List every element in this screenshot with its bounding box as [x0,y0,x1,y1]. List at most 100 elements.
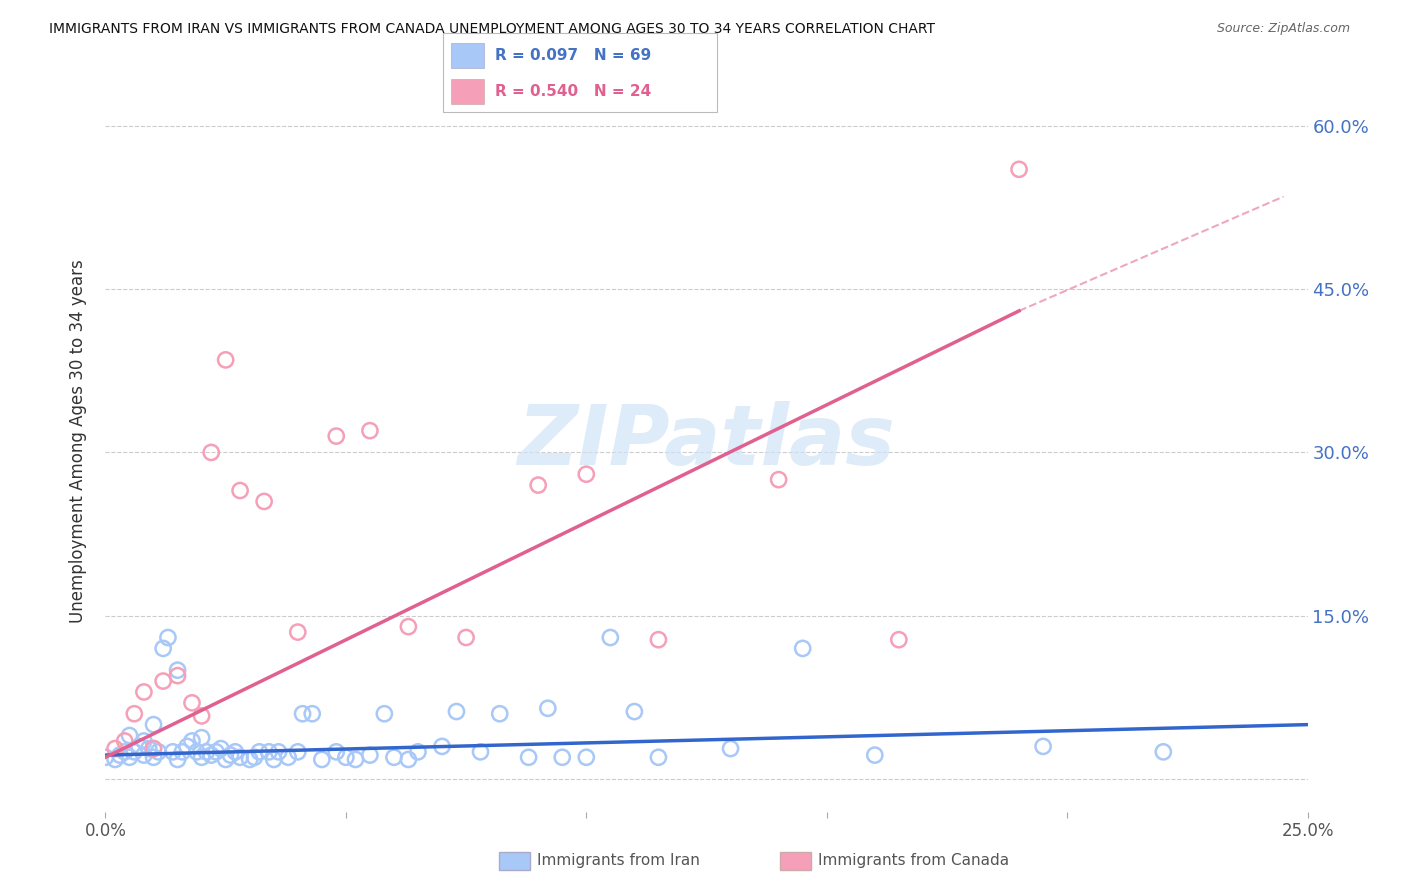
Point [142,750,165,764]
Point [190,750,212,764]
Point [277,750,299,764]
Point [156,631,179,645]
Point [104,752,127,766]
Point [172,745,194,759]
Point [267,745,290,759]
Text: Immigrants from Iran: Immigrants from Iran [537,854,700,868]
Point [243,750,266,764]
Point [229,483,252,498]
Y-axis label: Unemployment Among Ages 30 to 34 years: Unemployment Among Ages 30 to 34 years [69,260,87,624]
Point [132,734,155,748]
Point [118,729,141,743]
Text: R = 0.097   N = 69: R = 0.097 N = 69 [495,48,651,63]
Point [186,745,208,759]
Point [142,741,165,756]
Point [124,706,146,721]
Point [200,748,222,763]
Point [768,473,790,487]
Text: IMMIGRANTS FROM IRAN VS IMMIGRANTS FROM CANADA UNEMPLOYMENT AMONG AGES 30 TO 34 : IMMIGRANTS FROM IRAN VS IMMIGRANTS FROM … [49,22,935,37]
Point [1032,739,1054,754]
Point [142,717,165,731]
Point [325,745,347,759]
Point [239,752,262,766]
Point [887,632,910,647]
Point [176,739,198,754]
Point [229,750,252,764]
Point [359,424,381,438]
Point [406,745,429,759]
Point [166,668,188,682]
Point [253,494,276,508]
Point [114,745,136,759]
Point [200,445,222,459]
Point [190,709,212,723]
Point [148,745,170,759]
Point [647,632,669,647]
Text: R = 0.540   N = 24: R = 0.540 N = 24 [495,84,651,99]
Point [263,752,285,766]
Point [454,631,477,645]
Point [166,752,188,766]
Point [214,352,236,367]
Text: ZIPatlas: ZIPatlas [517,401,896,482]
Point [488,706,510,721]
Point [792,641,814,656]
Point [152,674,174,689]
Point [166,663,188,677]
Point [396,619,419,633]
Point [132,748,155,763]
Point [205,745,228,759]
Point [118,750,141,764]
Text: Immigrants from Canada: Immigrants from Canada [818,854,1010,868]
Point [132,685,155,699]
Point [142,741,165,756]
Point [551,750,574,764]
Point [162,745,184,759]
Point [195,745,218,759]
Point [291,706,314,721]
Bar [451,78,484,103]
Point [575,467,598,482]
Point [94,750,117,764]
Point [224,745,246,759]
Text: Source: ZipAtlas.com: Source: ZipAtlas.com [1216,22,1350,36]
Point [247,745,270,759]
Point [335,750,357,764]
Point [181,734,204,748]
Point [214,752,236,766]
Point [863,748,886,763]
Point [359,748,381,763]
Point [575,750,598,764]
Point [108,748,131,763]
Point [446,705,468,719]
Point [287,745,309,759]
Point [181,696,204,710]
Bar [451,43,484,69]
Point [1008,162,1031,177]
Point [257,745,280,759]
FancyBboxPatch shape [443,33,717,112]
Point [396,752,419,766]
Point [517,750,540,764]
Point [190,731,212,745]
Point [301,706,323,721]
Point [128,739,150,754]
Point [647,750,669,764]
Point [325,429,347,443]
Point [104,741,127,756]
Point [527,478,550,492]
Point [720,741,742,756]
Point [430,739,453,754]
Point [623,705,645,719]
Point [287,625,309,640]
Point [599,631,621,645]
Point [311,752,333,766]
Point [114,734,136,748]
Point [344,752,367,766]
Point [382,750,405,764]
Point [219,748,242,763]
Point [373,706,395,721]
Point [209,741,232,756]
Point [470,745,492,759]
Point [124,745,146,759]
